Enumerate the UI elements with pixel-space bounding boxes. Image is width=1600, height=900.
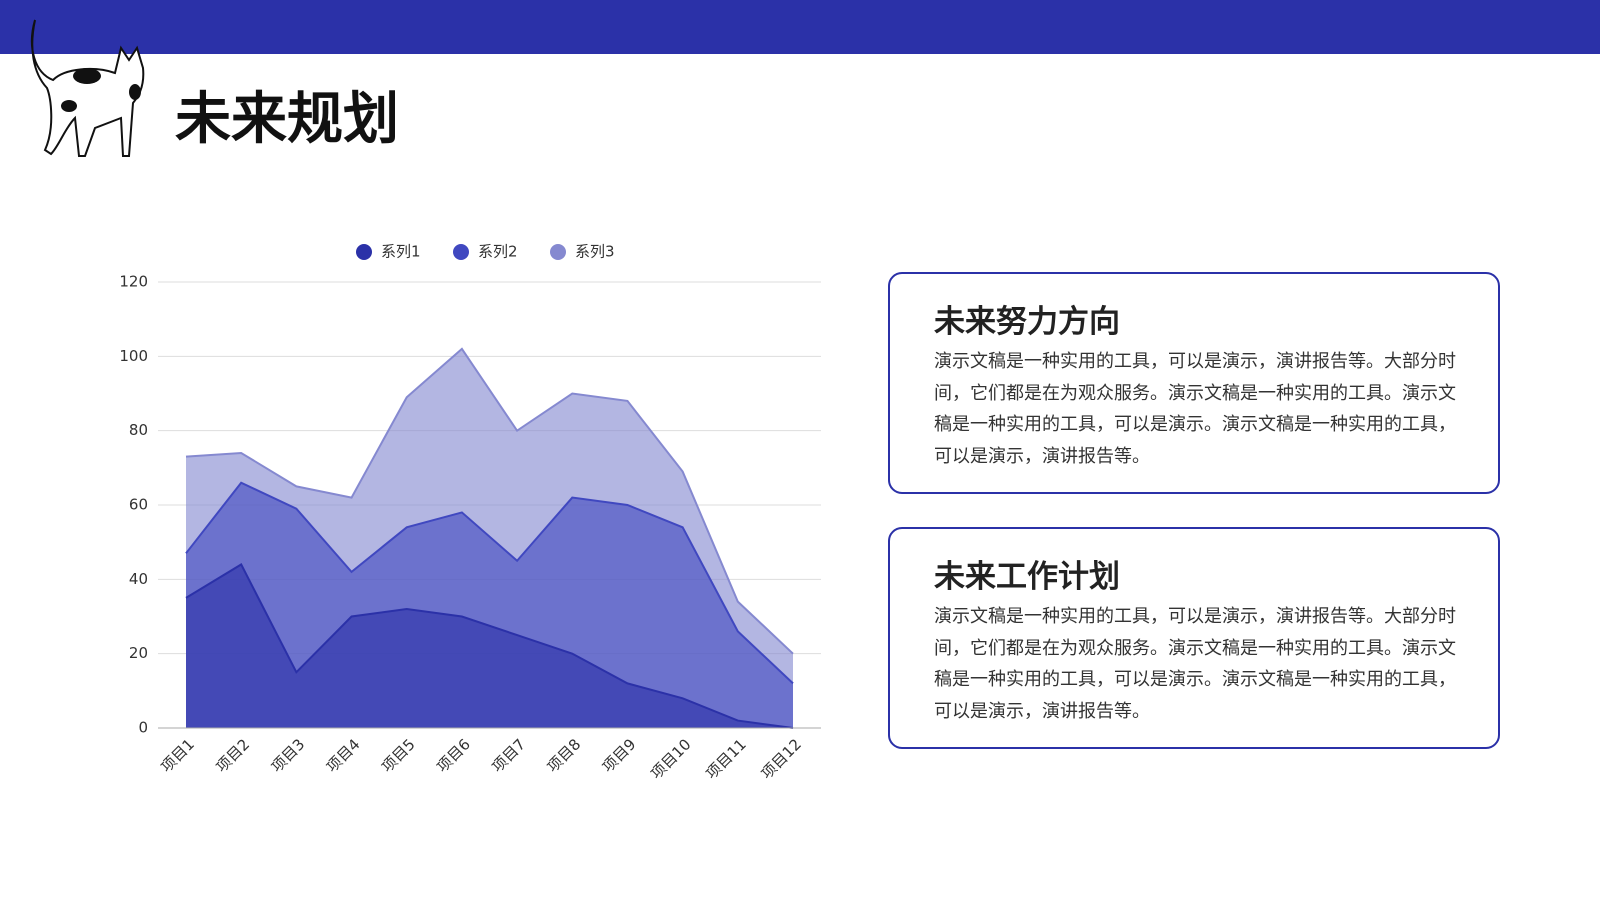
card-body: 演示文稿是一种实用的工具，可以是演示，演讲报告等。大部分时间，它们都是在为观众服… (934, 351, 1456, 467)
legend-label: 系列2 (478, 243, 518, 261)
legend-swatch (453, 244, 469, 260)
y-tick-label: 120 (119, 273, 148, 291)
x-tick-label: 项目12 (758, 735, 805, 782)
x-tick-label: 项目4 (323, 735, 364, 776)
x-tick-label: 项目5 (378, 735, 419, 776)
card: 未来努力方向 演示文稿是一种实用的工具，可以是演示，演讲报告等。大部分时间，它们… (888, 272, 1500, 494)
area-line (185, 563, 794, 729)
x-tick-label: 项目3 (268, 735, 309, 776)
y-tick-label: 20 (129, 644, 148, 662)
card: 未来工作计划 演示文稿是一种实用的工具，可以是演示，演讲报告等。大部分时间，它们… (888, 527, 1500, 749)
area-line (185, 481, 794, 685)
chart: 0 20 40 60 80 100 120 项目1 项目2 项目3 项目4 项目5 项目6 项目7 项目8 项… (119, 243, 821, 783)
y-tick-label: 0 (138, 719, 148, 737)
x-tick-label: 项目10 (647, 735, 694, 782)
legend-swatch (356, 244, 372, 260)
x-tick-label: 项目6 (433, 735, 474, 776)
x-tick-label: 项目9 (599, 735, 640, 776)
area-line (185, 347, 794, 655)
y-tick-label: 80 (129, 421, 148, 439)
header-bar (0, 0, 1600, 54)
card-title: 未来努力方向 (934, 304, 1120, 340)
legend-label: 系列1 (381, 243, 421, 261)
y-tick-label: 100 (119, 347, 148, 365)
x-tick-label: 项目8 (544, 735, 585, 776)
page-title: 未来规划 (175, 87, 399, 152)
x-tick-label: 项目1 (157, 735, 198, 776)
legend-label: 系列3 (575, 243, 615, 261)
card-body: 演示文稿是一种实用的工具，可以是演示，演讲报告等。大部分时间，它们都是在为观众服… (934, 606, 1456, 722)
x-tick-label: 项目11 (702, 735, 749, 782)
x-tick-label: 项目2 (213, 735, 254, 776)
card-title: 未来工作计划 (934, 559, 1120, 595)
x-tick-label: 项目7 (488, 735, 529, 776)
y-tick-label: 40 (129, 570, 148, 588)
y-tick-label: 60 (129, 496, 148, 514)
cat-illustration (30, 19, 145, 157)
legend-swatch (550, 244, 566, 260)
